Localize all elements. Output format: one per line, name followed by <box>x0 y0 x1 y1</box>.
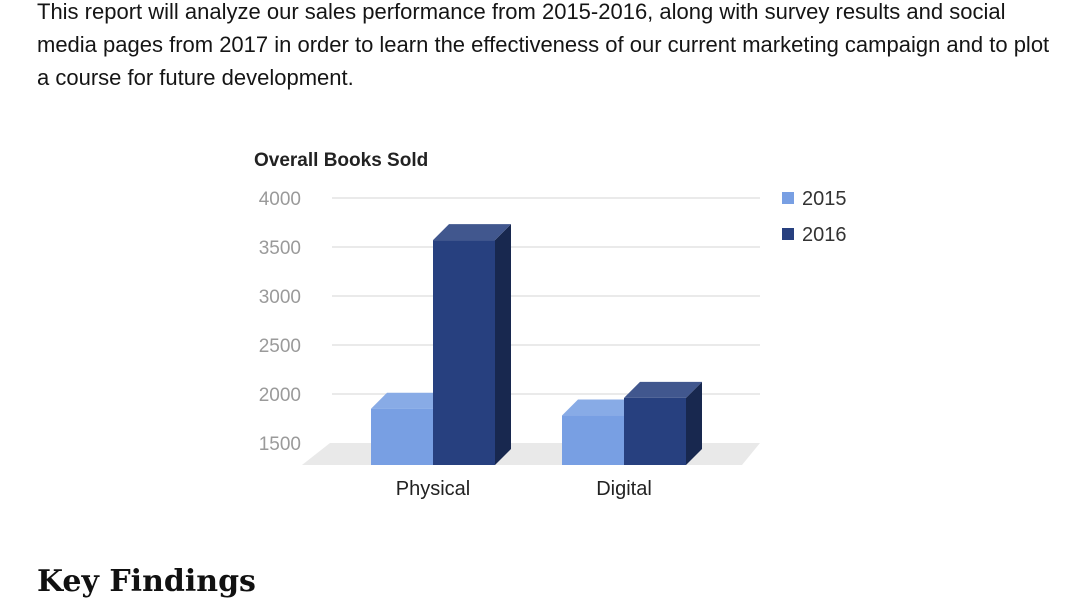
legend-swatch-2016 <box>782 228 794 240</box>
legend-label-2015: 2015 <box>802 188 847 210</box>
x-category-label: Digital <box>596 478 652 500</box>
y-tick-label: 2000 <box>259 385 301 406</box>
chart-canvas: Overall Books Sold 4000 3500 3000 2500 2000 15… <box>254 150 847 500</box>
bar-physical-2015 <box>371 392 449 465</box>
books-sold-chart: Overall Books Sold 4000 3500 3000 2500 2000 15… <box>240 140 880 510</box>
bar-digital-2016 <box>624 381 702 465</box>
bar-physical-2016 <box>433 224 511 465</box>
y-tick-label: 1500 <box>259 434 301 455</box>
chart-title: Overall Books Sold <box>254 150 428 171</box>
intro-paragraph: This report will analyze our sales perfo… <box>37 0 1050 90</box>
y-tick-label: 3000 <box>259 287 301 308</box>
section-heading: Key Findings <box>37 564 256 599</box>
y-tick-label: 4000 <box>259 189 301 210</box>
y-tick-label: 2500 <box>259 336 301 357</box>
legend-label-2016: 2016 <box>802 224 847 246</box>
legend-swatch-2015 <box>782 192 794 204</box>
x-category-label: Physical <box>396 478 470 500</box>
y-tick-label: 3500 <box>259 238 301 259</box>
